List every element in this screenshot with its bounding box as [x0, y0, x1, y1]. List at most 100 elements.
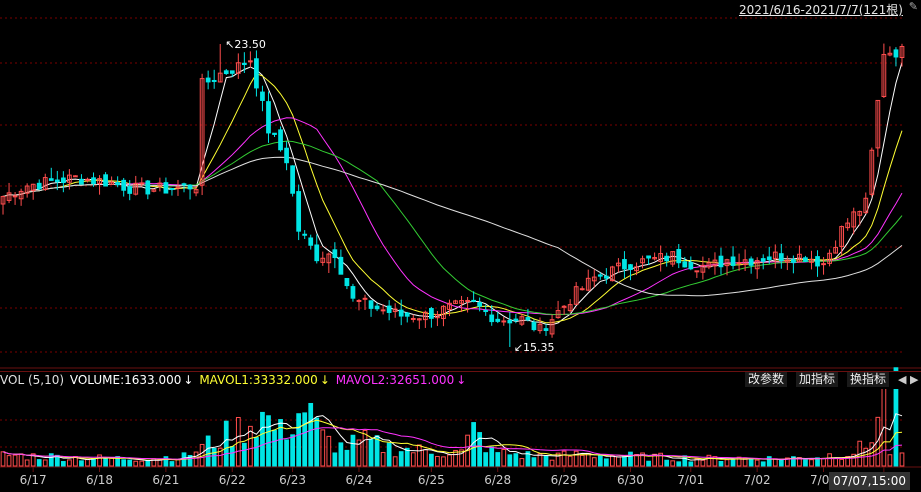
candle-body — [688, 262, 694, 270]
candle — [772, 244, 778, 269]
candle — [507, 312, 513, 347]
candle — [784, 255, 790, 271]
candle-body — [157, 182, 163, 187]
candle-body — [567, 304, 573, 312]
candle — [748, 256, 754, 274]
candle — [742, 249, 748, 271]
volume-bar — [778, 459, 784, 467]
candle — [447, 299, 452, 317]
cursor-time-label: 07/07,15:00 — [829, 472, 910, 490]
candle-body — [392, 308, 398, 313]
candle — [459, 295, 464, 313]
candle — [501, 316, 507, 326]
volume-bar — [827, 453, 832, 467]
candle-body — [350, 286, 356, 299]
candle-body — [241, 62, 247, 66]
volume-bar — [634, 453, 639, 467]
candle-body — [742, 259, 748, 266]
volume-bar — [12, 454, 18, 467]
candle — [0, 195, 6, 215]
candle — [344, 278, 350, 290]
candle — [392, 303, 398, 318]
candle-body — [398, 309, 404, 317]
candle — [881, 43, 887, 99]
candle — [664, 252, 670, 267]
candle — [139, 177, 145, 187]
candle-body — [622, 259, 627, 270]
candle — [48, 167, 54, 181]
volume-bar — [513, 453, 519, 467]
volume-bar — [386, 442, 392, 467]
candle-body — [79, 178, 84, 185]
candle-body — [525, 317, 531, 321]
add-indicator-button[interactable]: 加指标 — [796, 372, 839, 387]
candle — [875, 99, 881, 157]
volume-bar — [284, 439, 289, 467]
volume-bar — [531, 457, 537, 467]
candle-body — [694, 270, 700, 273]
down-arrow-icon: ↓ — [183, 373, 194, 387]
candle-body — [441, 305, 446, 320]
candle — [109, 176, 114, 185]
candle-body — [302, 233, 308, 236]
candle-body — [465, 299, 470, 302]
candle — [688, 256, 694, 271]
candle — [290, 165, 295, 197]
volume-bar — [302, 412, 308, 467]
date-range-label[interactable]: 2021/6/16-2021/7/7(121根) — [738, 3, 903, 17]
candle — [453, 299, 458, 304]
volume-bar — [266, 415, 271, 467]
volume-bar — [501, 448, 507, 467]
candle — [863, 192, 869, 214]
volume-bar — [36, 459, 42, 467]
candle — [6, 182, 12, 204]
candle — [248, 51, 253, 68]
candle — [398, 299, 404, 326]
candle-body — [827, 252, 832, 264]
volume-bar — [404, 447, 410, 467]
volume-bar — [429, 453, 434, 467]
candles — [0, 43, 905, 347]
volume-bar — [398, 451, 404, 467]
volume-bar — [410, 452, 416, 467]
candle-body — [453, 300, 458, 304]
volume-bar — [326, 435, 332, 467]
volume-bar — [187, 454, 193, 467]
candle — [791, 255, 796, 274]
ma20-line — [2, 117, 903, 316]
chevron-left-icon[interactable]: ◀ — [898, 373, 907, 386]
change-indicator-button[interactable]: 换指标 — [847, 372, 890, 387]
candle — [597, 272, 603, 280]
candle — [718, 247, 724, 275]
candle-body — [640, 258, 645, 264]
candle — [67, 169, 72, 190]
candle-body — [869, 149, 875, 195]
candle — [797, 245, 802, 263]
candle — [386, 300, 392, 321]
volume-bar — [350, 434, 356, 467]
candle-body — [893, 49, 899, 58]
candle — [833, 240, 838, 254]
candle — [121, 177, 127, 197]
pin-icon[interactable]: ✎ — [908, 0, 918, 13]
candle-body — [851, 211, 857, 228]
chevron-right-icon[interactable]: ▶ — [910, 373, 919, 386]
volume-bar — [0, 451, 6, 467]
volume-bar — [543, 455, 549, 467]
candle — [736, 253, 742, 271]
volume-bar — [6, 455, 12, 467]
volume-bar — [706, 454, 712, 467]
volume-bar — [453, 449, 458, 467]
volume-bar — [718, 460, 724, 467]
volume-bar — [851, 453, 857, 467]
down-arrow-icon: ↓ — [319, 373, 330, 387]
candle-body — [591, 276, 597, 282]
candle — [869, 147, 875, 197]
volume-bar — [573, 450, 579, 467]
volume-bar — [610, 455, 615, 467]
candle-body — [151, 189, 157, 192]
candle-body — [266, 101, 271, 134]
edit-params-button[interactable]: 改参数 — [745, 372, 788, 387]
candle — [525, 308, 531, 322]
candle-body — [260, 91, 265, 101]
